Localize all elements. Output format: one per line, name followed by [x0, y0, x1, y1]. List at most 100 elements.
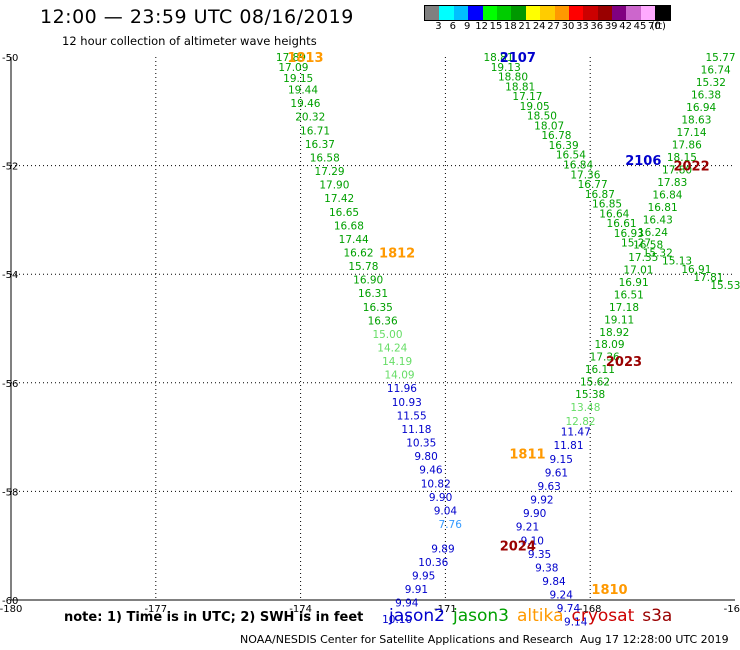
swh-value-jason3: 15.27 [621, 238, 651, 250]
colorbar-tick-label: 42 [619, 21, 632, 32]
swh-value-jason3: 17.29 [315, 166, 345, 178]
colorbar-cell [597, 6, 613, 20]
colorbar-tick-label: 24 [532, 21, 546, 32]
swh-value-jason3-light: 12.82 [566, 416, 596, 428]
colorbar-tick-label: 45 [633, 21, 647, 32]
colorbar-tick-label: 3 [435, 21, 442, 32]
swh-value-jason3: 19.15 [283, 73, 313, 85]
colorbar-tick-label: 12 [475, 21, 488, 32]
colorbar-cell [540, 6, 555, 20]
swh-value-jason3: 17.18 [609, 302, 639, 314]
swh-value-jason3: 17.36 [570, 169, 600, 181]
generated-timestamp: Aug 17 12:28:00 UTC 2019 [580, 633, 729, 646]
swh-value-jason3: 18.50 [527, 111, 557, 123]
colorbar-cell [425, 6, 440, 20]
colorbar-cell [612, 6, 627, 20]
swh-value-jason3: 16.65 [329, 207, 359, 219]
swh-value-jason3: 16.77 [578, 179, 608, 191]
swh-value-jason2: 9.10 [521, 535, 544, 547]
swh-value-jason3: 20.32 [295, 112, 325, 124]
swh-value-jason2: 9.94 [395, 598, 419, 610]
swh-value-jason3-light: 14.24 [377, 343, 407, 355]
colorbar-tick-label: 21 [518, 21, 532, 32]
swh-value-jason3: 16.91 [681, 264, 711, 276]
swh-value-jason3: 16.85 [592, 199, 622, 211]
swh-value-jason2: 9.92 [530, 495, 553, 507]
swh-value-jason3: 16.24 [638, 227, 668, 239]
colorbar-tick-label: 70 [648, 21, 661, 32]
swh-value-jason2: 9.91 [405, 584, 428, 596]
swh-value-jason3: 18.15 [667, 152, 697, 164]
swh-value-jason3: 16.71 [300, 125, 330, 137]
swh-value-jason3: 16.74 [701, 64, 731, 76]
swh-value-jason3: 17.86 [672, 139, 702, 151]
colorbar-cell [482, 6, 497, 20]
x-tick-label: -180 [0, 604, 22, 615]
swh-value-jason2: 9.24 [550, 590, 574, 602]
swh-value-jason3: 17.42 [324, 193, 354, 205]
swh-value-jason3: 17.90 [319, 180, 349, 192]
chart-subtitle: 12 hour collection of altimeter wave hei… [62, 34, 317, 48]
swh-value-jason3: 16.31 [358, 288, 388, 300]
swh-value-jason3: 17.89 [276, 52, 306, 64]
swh-value-jason3: 16.93 [614, 228, 644, 240]
swh-value-jason2: 9.04 [434, 505, 458, 517]
pass-time-label: 1813 [287, 51, 323, 66]
legend-cryosat: cryosat [571, 606, 635, 626]
colorbar-ticks: 3 6 9 12 15 18 21 24 27 30 33 36 39 42 45 70 (ft) [424, 21, 734, 33]
swh-value-jason3-light: 13.48 [570, 402, 600, 414]
pass-time-label: 1811 [509, 447, 545, 462]
swh-value-jason2: 10.82 [421, 478, 451, 490]
swh-value-jason2: 9.95 [412, 571, 435, 583]
pass-time-label: 2022 [673, 160, 709, 175]
swh-value-jason2: 9.80 [414, 451, 437, 463]
pass-time-label: 2106 [625, 154, 661, 169]
pass-time-label: 2023 [606, 355, 642, 370]
swh-value-jason3: 15.53 [710, 280, 740, 292]
swh-value-jason2: 9.38 [535, 562, 558, 574]
swh-value-jason2: 9.21 [516, 522, 539, 534]
colorbar-cell [439, 6, 454, 20]
swh-value-jason3: 17.36 [590, 352, 620, 364]
swh-value-jason3: 18.09 [594, 339, 624, 351]
swh-value-jason2: 9.84 [542, 576, 566, 588]
swh-value-jason3: 18.07 [534, 120, 564, 132]
swh-value-jason3: 17.14 [677, 127, 707, 139]
colorbar-cell [554, 6, 569, 20]
swh-value-jason3: 16.58 [310, 152, 340, 164]
swh-value-jason3: 15.62 [580, 377, 610, 389]
swh-value-jason3: 17.81 [693, 272, 723, 284]
y-tick-label: -50 [2, 53, 18, 64]
swh-value-jason3-light: 14.09 [385, 370, 415, 382]
x-tick-label: -168 [579, 604, 602, 615]
swh-value-jason3: 16.81 [648, 202, 678, 214]
pass-time-label: 1812 [379, 246, 415, 261]
y-tick-label: -52 [2, 162, 18, 173]
swh-value-jason3: 16.61 [607, 218, 637, 230]
swh-value-jason2: 11.47 [561, 427, 591, 439]
colorbar-cell [655, 6, 670, 20]
swh-value-jason3: 18.63 [681, 114, 711, 126]
swh-value-jason3: 18.81 [483, 52, 513, 64]
colorbar-cell [511, 6, 526, 20]
swh-value-jason3: 16.43 [643, 214, 673, 226]
swh-value-jason3: 16.94 [686, 102, 716, 114]
pass-time-label: 1810 [591, 583, 627, 598]
colorbar-cell [583, 6, 598, 20]
swh-value-jason2: 9.35 [528, 549, 551, 561]
swh-value-jason2: 9.89 [431, 543, 454, 555]
swh-value-jason2: 9.14 [564, 617, 588, 629]
colorbar-tick-label: 33 [576, 21, 589, 32]
colorbar-tick-label: 9 [464, 21, 471, 32]
swh-value-jason2: 9.46 [419, 465, 443, 477]
swh-value-jason3: 16.58 [633, 239, 663, 251]
colorbar-tick-label: 6 [449, 21, 456, 32]
colorbar-cell [640, 6, 656, 20]
swh-value-jason3: 15.13 [662, 256, 692, 268]
swh-value-jason3: 16.54 [556, 150, 586, 162]
colorbar-tick-label: 18 [504, 21, 517, 32]
satellite-legend: jason2 jason3 altika cryosat s3a [389, 606, 680, 626]
swh-value-jason3: 15.32 [643, 247, 673, 259]
swh-value-jason2: 10.10 [382, 614, 412, 626]
swh-value-jason3: 17.01 [623, 264, 653, 276]
